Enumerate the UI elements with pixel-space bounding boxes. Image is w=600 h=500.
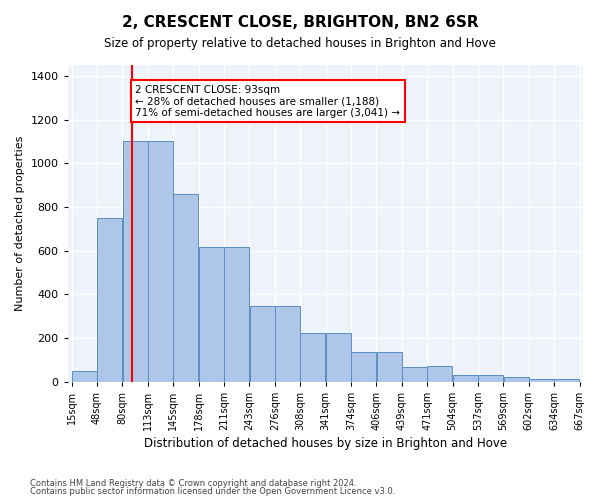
Bar bbox=[453, 375, 478, 382]
Bar bbox=[326, 332, 351, 382]
Bar bbox=[351, 352, 376, 382]
Text: 2 CRESCENT CLOSE: 93sqm
← 28% of detached houses are smaller (1,188)
71% of semi: 2 CRESCENT CLOSE: 93sqm ← 28% of detache… bbox=[136, 84, 400, 118]
Text: 2, CRESCENT CLOSE, BRIGHTON, BN2 6SR: 2, CRESCENT CLOSE, BRIGHTON, BN2 6SR bbox=[122, 15, 478, 30]
Y-axis label: Number of detached properties: Number of detached properties bbox=[15, 136, 25, 311]
Bar bbox=[301, 332, 325, 382]
Bar bbox=[72, 370, 97, 382]
Bar bbox=[503, 378, 529, 382]
Bar bbox=[554, 380, 580, 382]
Bar bbox=[173, 194, 199, 382]
X-axis label: Distribution of detached houses by size in Brighton and Hove: Distribution of detached houses by size … bbox=[144, 437, 507, 450]
Bar bbox=[122, 142, 148, 382]
Bar bbox=[427, 366, 452, 382]
Text: Contains HM Land Registry data © Crown copyright and database right 2024.: Contains HM Land Registry data © Crown c… bbox=[30, 478, 356, 488]
Bar bbox=[478, 375, 503, 382]
Text: Size of property relative to detached houses in Brighton and Hove: Size of property relative to detached ho… bbox=[104, 38, 496, 51]
Bar bbox=[402, 368, 427, 382]
Bar bbox=[275, 306, 300, 382]
Bar bbox=[224, 248, 249, 382]
Bar bbox=[97, 218, 122, 382]
Bar bbox=[199, 248, 224, 382]
Bar bbox=[250, 306, 275, 382]
Bar bbox=[377, 352, 401, 382]
Bar bbox=[529, 380, 554, 382]
Bar bbox=[148, 142, 173, 382]
Text: Contains public sector information licensed under the Open Government Licence v3: Contains public sector information licen… bbox=[30, 487, 395, 496]
